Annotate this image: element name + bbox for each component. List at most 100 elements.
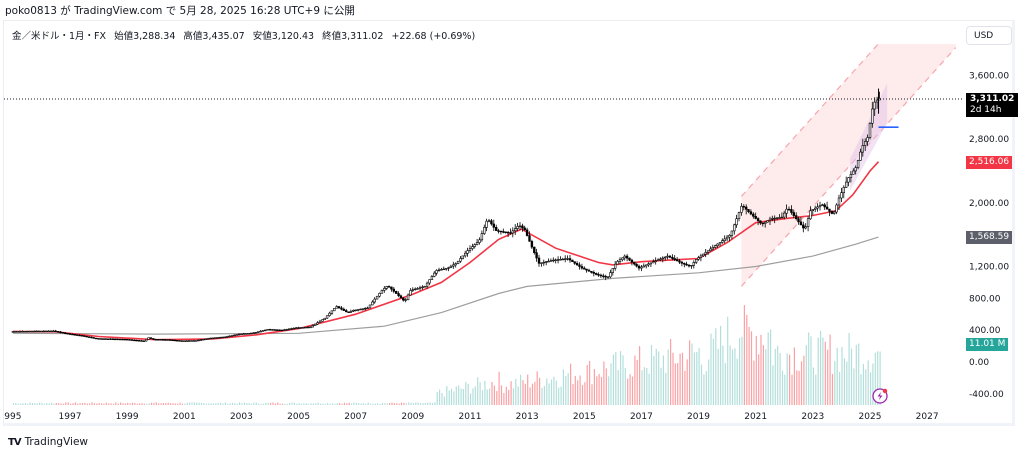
x-tick-label: 995 [4,412,21,422]
volume-bar [136,403,138,405]
volume-bar [741,336,743,405]
volume-bar [270,402,272,405]
volume-bar [60,403,62,405]
candle-body [521,225,524,229]
volume-bar [498,371,500,405]
volume-bar [465,382,467,405]
volume-bar [681,352,684,405]
candle-body [214,337,217,339]
volume-bar [455,386,457,405]
volume-bar [691,343,693,405]
volume-bar [220,402,222,405]
volume-bar [289,403,291,405]
volume-bar [870,372,872,405]
volume-bar [555,380,557,405]
volume-bar [177,403,179,405]
candle-body [530,241,534,248]
candle-body [778,217,781,219]
candle-body [799,221,803,226]
publish-info: poko0813 が TradingView.com で 5月 28, 2025… [5,5,355,17]
candle-body [637,265,641,269]
volume-bar [184,403,186,405]
candle-body [161,339,165,341]
volume-bar [372,403,374,405]
high-value: 高値3,435.07 [183,31,245,42]
volume-bar [291,402,293,405]
candle-body [373,298,376,303]
candle-body [290,328,293,330]
volume-bar [105,402,107,405]
candle-body [849,174,853,178]
volume-bar [634,355,636,405]
candle-body [773,217,776,220]
candle-body [437,269,441,271]
volume-bar [41,402,43,405]
volume-bar [579,375,581,405]
tradingview-brand[interactable]: TV TradingView [8,436,88,448]
candle-body [856,160,860,168]
candle-body [137,340,141,342]
volume-bar [736,358,738,405]
volume-bar [510,381,512,405]
volume-bar [134,402,136,405]
volume-bar [748,326,750,405]
volume-bar [248,403,250,405]
candle-body [311,325,314,328]
y-tick-label: -400.00 [969,390,1004,400]
symbol-name[interactable]: 金／米ドル・1月・FX [12,31,107,42]
volume-bar [817,337,819,405]
volume-bar [739,338,741,405]
candle-body [599,274,603,277]
countdown-value: 2d 14h [970,105,1002,115]
candle-body [349,310,353,313]
candle-body [316,322,319,325]
candle-body [830,211,834,214]
currency-button[interactable]: USD [966,26,1012,45]
volume-bar [512,388,514,405]
candle-body [585,268,588,271]
volume-bar [712,338,714,405]
candle-body [549,260,553,262]
volume-bar [822,337,824,405]
candle-body [611,268,615,273]
candle-body [749,211,753,215]
volume-bar [329,403,331,405]
volume-bar [777,345,779,405]
volume-bar [284,403,286,405]
volume-bar [341,403,343,405]
volume-bar [541,388,543,405]
volume-bar [698,347,700,405]
candle-body [430,276,434,280]
volume-bar [374,403,376,405]
volume-bar [400,402,403,405]
x-tick-label: 1999 [116,412,139,422]
volume-bar [170,403,172,405]
candle-body [90,336,93,339]
x-tick-label: 2007 [344,412,367,422]
volume-bar [717,348,719,405]
volume-bar [167,402,169,405]
volume-bar [339,403,341,405]
volume-bar [217,402,219,405]
volume-bar [598,374,600,405]
volume-bar [505,386,507,405]
candle-body [344,310,348,313]
volume-bar [491,382,493,405]
candle-body [513,228,517,232]
candle-body [704,252,707,255]
candle-body [633,261,636,265]
candle-body [28,330,31,333]
candle-body [490,220,493,225]
low-value: 安値3,120.43 [252,31,315,42]
candle-body [859,151,862,161]
volume-bar [481,390,484,405]
candle-body [761,222,765,225]
volume-bar [36,403,38,405]
alert-icon[interactable] [872,388,888,404]
volume-bar [43,403,45,405]
candle-body [623,255,626,259]
volume-bar [227,403,229,405]
volume-bar [162,403,165,405]
candle-body [721,240,724,243]
